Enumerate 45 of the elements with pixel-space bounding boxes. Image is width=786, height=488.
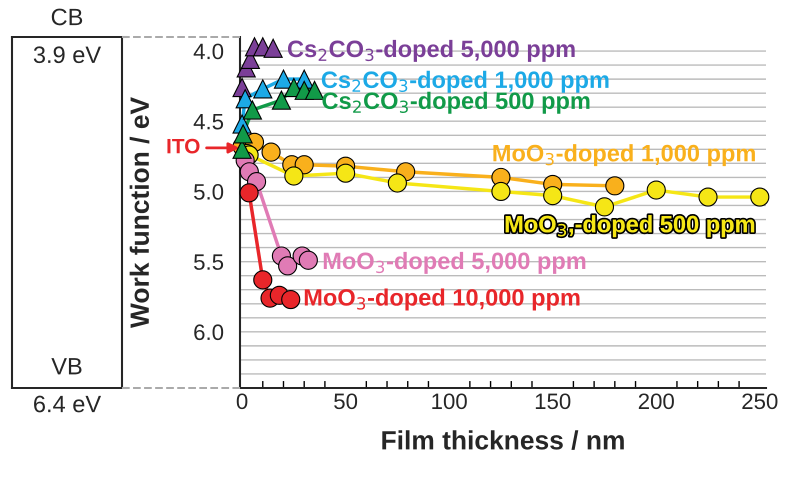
- y-tick-label: 4.5: [194, 114, 224, 130]
- series-label: Cs$_{2}$CO$_{3}$-doped 1,000 ppm: [322, 70, 609, 93]
- x-tick-label: 100: [432, 393, 467, 410]
- y-tick-label: 5.0: [194, 184, 224, 200]
- y-tick-label: 5.5: [194, 254, 224, 270]
- x-tick-label: 150: [536, 393, 570, 410]
- x-tick-label: 50: [334, 393, 358, 410]
- series-label: MoO$_{3}$-doped 5,000 ppm: [324, 252, 586, 274]
- point: [242, 100, 262, 120]
- y-axis-title: Work function / eV: [130, 97, 150, 328]
- point: [253, 270, 272, 290]
- y-tick-label: 6.0: [194, 324, 224, 340]
- x-tick-label: 250: [742, 393, 778, 410]
- point: [594, 197, 614, 216]
- point: [298, 250, 318, 270]
- point: [336, 164, 356, 183]
- text: VB: [51, 358, 82, 374]
- point: [278, 256, 298, 276]
- x-axis-title: Film thickness / nm: [382, 430, 624, 450]
- text: 6.4 eV: [34, 396, 102, 412]
- x-tick-label: 200: [638, 393, 674, 410]
- point: [388, 173, 407, 193]
- series-label: MoO$_{3}$-doped 1,000 ppm: [493, 144, 755, 166]
- annotation: ITO: [167, 138, 200, 154]
- point: [491, 182, 511, 202]
- point: [240, 183, 259, 202]
- point: [272, 90, 291, 110]
- text: CB: [52, 8, 82, 26]
- series-label: MoO$_{3}$,-doped 500 ppm: [506, 215, 754, 238]
- point: [281, 290, 300, 310]
- point: [264, 38, 283, 58]
- point: [605, 176, 624, 196]
- point: [646, 180, 666, 200]
- series-label: MoO$_{3}$-doped 10,000 ppm: [304, 288, 580, 310]
- point: [543, 186, 562, 206]
- point: [698, 187, 718, 207]
- text: 3.9 eV: [34, 46, 102, 64]
- point: [284, 166, 304, 186]
- series-label: Cs$_{2}$CO$_{3}$-doped 500 ppm: [322, 92, 590, 114]
- point: [253, 79, 272, 99]
- series-label: Cs$_{2}$CO$_{3}$-doped 5,000 ppm: [288, 40, 575, 62]
- x-tick-label: 0: [236, 393, 248, 410]
- point: [750, 187, 770, 207]
- point: [261, 142, 281, 162]
- y-tick-label: 4.0: [194, 44, 224, 60]
